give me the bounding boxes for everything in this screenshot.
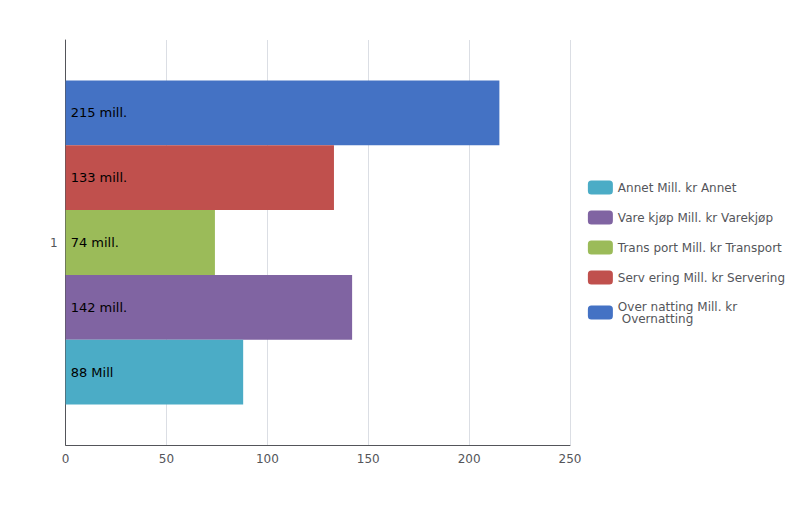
svg-text:100: 100 xyxy=(256,452,279,466)
svg-text:74 mill.: 74 mill. xyxy=(71,235,119,250)
svg-text:150: 150 xyxy=(357,452,380,466)
svg-text:Overnatting: Overnatting xyxy=(618,312,693,326)
svg-text:Over natting Mill. kr: Over natting Mill. kr xyxy=(617,299,738,314)
svg-text:Annet Mill. kr Annet: Annet Mill. kr Annet xyxy=(618,181,737,195)
svg-text:215 mill.: 215 mill. xyxy=(71,105,128,120)
svg-text:50: 50 xyxy=(159,452,174,466)
svg-text:250: 250 xyxy=(559,452,582,466)
svg-text:Trans port Mill. kr Transport: Trans port Mill. kr Transport xyxy=(617,241,782,255)
svg-text:142 mill.: 142 mill. xyxy=(71,300,128,315)
svg-text:Vare kjøp Mill. kr Varekjøp: Vare kjøp Mill. kr Varekjøp xyxy=(618,211,773,225)
svg-text:88 Mill: 88 Mill xyxy=(71,365,114,380)
svg-text:1: 1 xyxy=(50,236,58,250)
svg-text:Serv ering Mill. kr Servering: Serv ering Mill. kr Servering xyxy=(618,271,785,285)
svg-text:200: 200 xyxy=(458,452,481,466)
svg-text:133 mill.: 133 mill. xyxy=(71,170,128,185)
svg-text:0: 0 xyxy=(62,452,70,466)
